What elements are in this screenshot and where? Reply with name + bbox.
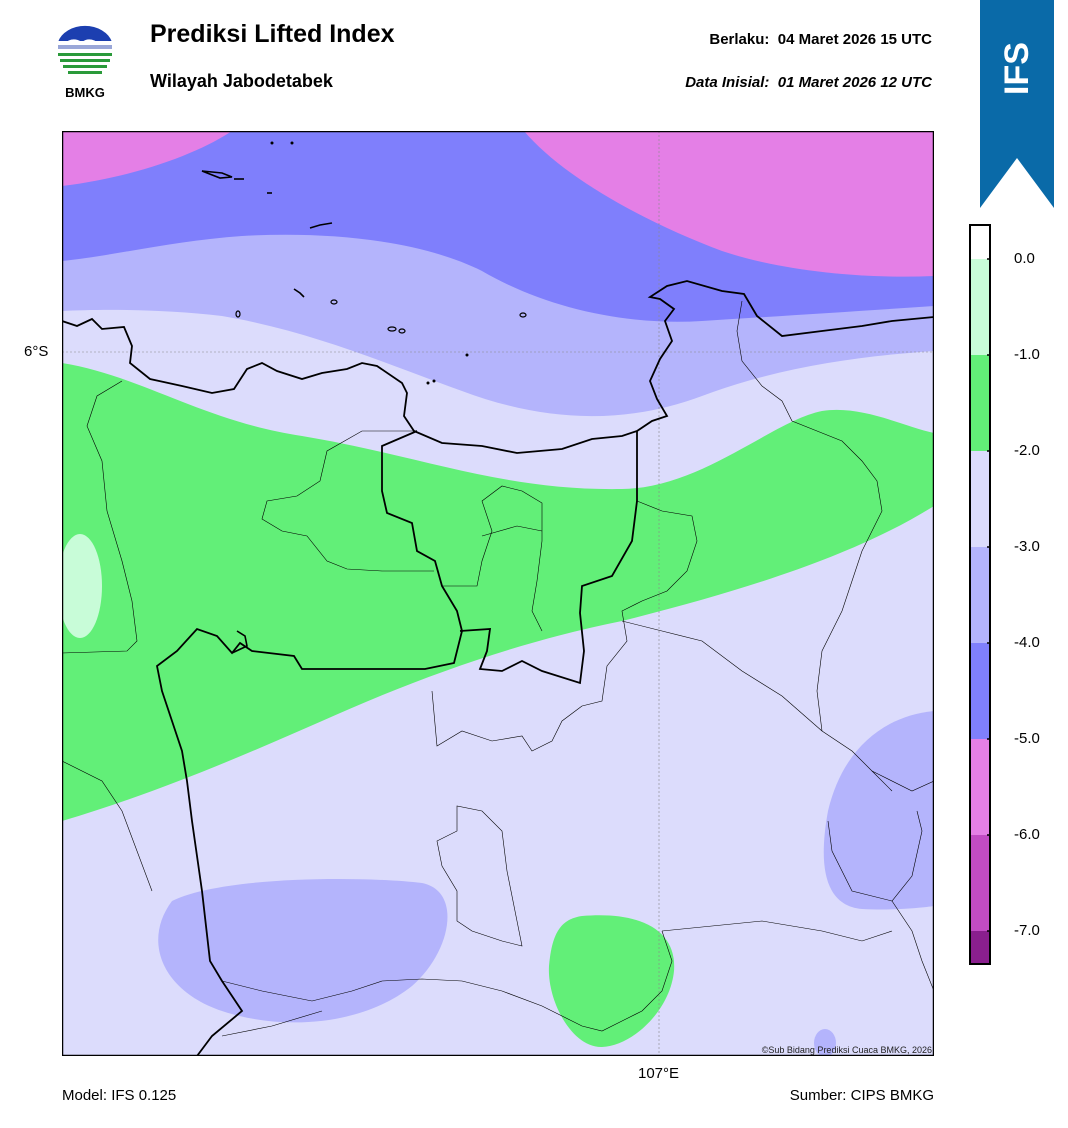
colorbar-segment-3	[969, 451, 991, 547]
model-label: Model: IFS 0.125	[62, 1087, 177, 1104]
page-title: Prediksi Lifted Index	[150, 20, 395, 48]
colorbar	[969, 224, 991, 965]
colorbar-segment-5	[969, 643, 991, 739]
colorbar-label-2: -2.0	[1014, 442, 1040, 459]
colorbar-segment-0	[969, 224, 991, 259]
colorbar-label-3: -3.0	[1014, 538, 1040, 555]
colorbar-label-5: -5.0	[1014, 730, 1040, 747]
page-subtitle: Wilayah Jabodetabek	[150, 71, 333, 91]
colorbar-label-1: -1.0	[1014, 346, 1040, 363]
ifs-ribbon-label: IFS	[997, 41, 1036, 95]
colorbar-segment-2	[969, 355, 991, 451]
init-time-value: 01 Maret 2026 12 UTC	[777, 74, 932, 91]
valid-time-value: 04 Maret 2026 15 UTC	[777, 31, 932, 48]
colorbar-segment-8	[969, 931, 991, 965]
colorbar-segment-6	[969, 739, 991, 835]
colorbar-segment-1	[969, 259, 991, 355]
latitude-tick-label: 6°S	[24, 343, 49, 360]
colorbar-label-6: -6.0	[1014, 826, 1040, 843]
map-copyright: ©Sub Bidang Prediksi Cuaca BMKG, 2026	[761, 1045, 932, 1055]
colorbar-segment-4	[969, 547, 991, 643]
source-label: Sumber: CIPS BMKG	[789, 1087, 934, 1104]
valid-label: Berlaku:	[709, 31, 770, 48]
bmkg-logo-icon	[50, 20, 120, 104]
colorbar-segment-7	[969, 835, 991, 931]
longitude-tick-label: 107°E	[638, 1065, 680, 1082]
valid-time: Berlaku: 04 Maret 2026 15 UTC	[709, 31, 932, 48]
init-label: Data Inisial:	[685, 74, 770, 91]
colorbar-label-0: 0.0	[1014, 250, 1035, 267]
colorbar-label-4: -4.0	[1014, 634, 1040, 651]
lifted-index-map	[62, 131, 934, 1056]
ifs-ribbon	[980, 0, 1054, 208]
logo-text: BMKG	[65, 85, 105, 100]
colorbar-label-7: -7.0	[1014, 922, 1040, 939]
init-time: Data Inisial: 01 Maret 2026 12 UTC	[685, 74, 932, 91]
